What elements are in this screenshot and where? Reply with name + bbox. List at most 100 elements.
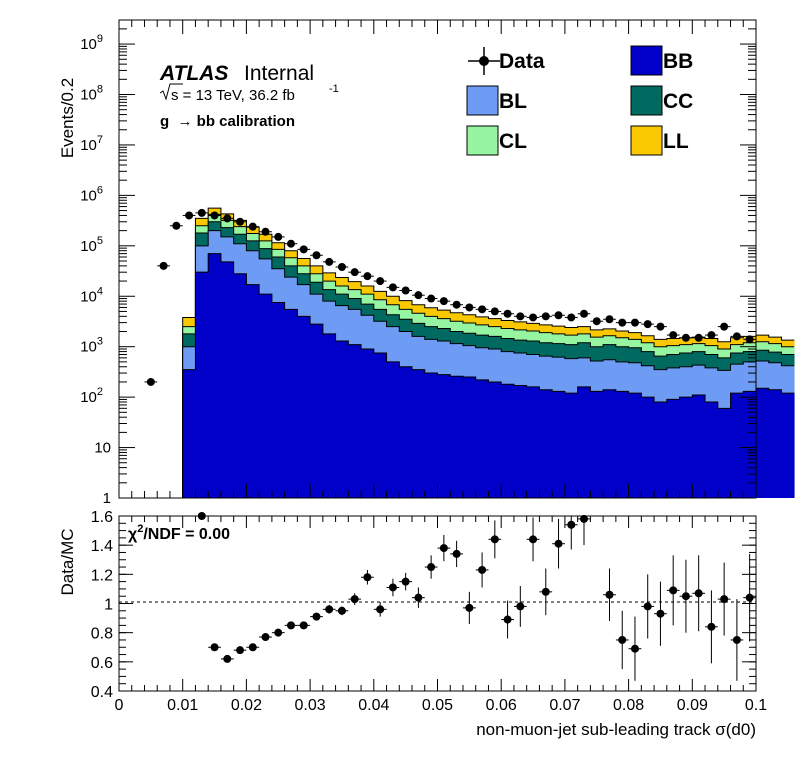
ratio-point bbox=[541, 587, 550, 596]
ratio-x-tick-label: 0.02 bbox=[231, 697, 262, 714]
data-point bbox=[541, 312, 550, 321]
data-point bbox=[592, 317, 601, 326]
main-plot-frame bbox=[118, 19, 757, 499]
data-point bbox=[312, 251, 321, 260]
stack-bar-bb bbox=[297, 316, 311, 498]
ratio-point bbox=[236, 646, 245, 655]
ratio-point bbox=[286, 621, 295, 630]
stack-bar-bb bbox=[373, 352, 387, 498]
data-point bbox=[325, 257, 334, 266]
x-axis-label: non-muon-jet sub-leading track σ(d0) bbox=[476, 720, 756, 739]
legend-swatch-cl bbox=[466, 125, 499, 156]
legend-label-bl: BL bbox=[499, 90, 527, 113]
ratio-point bbox=[745, 593, 754, 602]
stack-bar-bb bbox=[501, 384, 515, 498]
ratio-point bbox=[732, 635, 741, 644]
ratio-point bbox=[248, 643, 257, 652]
ratio-point bbox=[388, 583, 397, 592]
main-y-tick-label: 1 bbox=[103, 490, 111, 507]
main-y-tick-label: 103 bbox=[80, 336, 103, 356]
ratio-x-tick-label: 0.01 bbox=[167, 697, 198, 714]
ratio-point bbox=[490, 535, 499, 544]
main-data-series bbox=[144, 208, 756, 386]
main-y-axis-label: Events/0.2 bbox=[58, 78, 77, 158]
data-point bbox=[185, 211, 194, 220]
stack-bar-bb bbox=[424, 373, 438, 498]
ratio-point bbox=[223, 654, 232, 663]
ratio-x-tick-label: 0.06 bbox=[486, 697, 517, 714]
data-point bbox=[159, 261, 168, 270]
chi2-value: /NDF = 0.00 bbox=[143, 526, 230, 543]
data-point bbox=[414, 291, 423, 300]
ratio-point bbox=[427, 563, 436, 572]
stack-bar-bb bbox=[590, 391, 604, 498]
chi2-symbol: χ bbox=[128, 526, 138, 543]
data-point bbox=[720, 322, 729, 331]
legend-label-cl: CL bbox=[499, 130, 527, 153]
sqrt-symbol bbox=[159, 83, 183, 101]
ratio-x-tick-label: 0.09 bbox=[677, 697, 708, 714]
ratio-x-tick-label: 0.04 bbox=[358, 697, 389, 714]
ratio-point bbox=[694, 589, 703, 598]
stack-bar-bb bbox=[564, 393, 578, 498]
stack-bar-bb bbox=[361, 348, 375, 498]
ratio-point bbox=[516, 602, 525, 611]
data-point bbox=[529, 313, 538, 322]
data-point bbox=[630, 318, 639, 327]
legend-label-data: Data bbox=[499, 50, 545, 73]
stack-bar-bb bbox=[526, 386, 540, 498]
ratio-point bbox=[401, 577, 410, 586]
data-point bbox=[694, 333, 703, 342]
ratio-y-tick-label: 1.6 bbox=[91, 509, 113, 526]
main-y-tick-label: 107 bbox=[80, 134, 103, 154]
ratio-point bbox=[312, 612, 321, 621]
data-point bbox=[745, 335, 754, 344]
stack-bar-bb bbox=[692, 395, 706, 498]
stack-bar-bb bbox=[603, 389, 617, 498]
chi2-exponent: 2 bbox=[137, 523, 143, 535]
data-point bbox=[210, 211, 219, 220]
legend-label-bb: BB bbox=[663, 50, 693, 73]
ratio-point bbox=[630, 644, 639, 653]
ratio-point bbox=[274, 628, 283, 637]
data-point bbox=[261, 227, 270, 236]
stack-bar-bb bbox=[756, 388, 770, 498]
data-point bbox=[643, 320, 652, 329]
ratio-point bbox=[503, 615, 512, 624]
data-point bbox=[427, 294, 436, 303]
stack-bar-bb bbox=[208, 253, 222, 498]
ratio-x-tick-label: 0.08 bbox=[613, 697, 644, 714]
legend-label-ll: LL bbox=[663, 130, 689, 153]
energy-lumi-label: s = 13 TeV, 36.2 fb bbox=[171, 87, 295, 104]
main-y-tick-label: 10 bbox=[94, 440, 111, 457]
stack-bar-bb bbox=[348, 344, 362, 498]
data-point bbox=[681, 333, 690, 342]
ratio-point bbox=[261, 633, 270, 642]
main-y-tick-label: 105 bbox=[80, 235, 103, 255]
stack-bar-bb bbox=[335, 340, 349, 498]
stack-bar-bb bbox=[513, 385, 527, 498]
stack-bar-bb bbox=[220, 261, 234, 498]
stack-bar-bb bbox=[552, 391, 566, 498]
stack-bar-bb bbox=[654, 402, 668, 498]
stack-bar-bb bbox=[386, 361, 400, 498]
ratio-x-tick-label: 0.03 bbox=[295, 697, 326, 714]
main-stack-histogram bbox=[182, 207, 795, 499]
legend-swatch-cc bbox=[630, 85, 663, 116]
stack-bar-bb bbox=[271, 302, 285, 498]
ratio-y-tick-label: 1.2 bbox=[91, 567, 113, 584]
data-point bbox=[172, 221, 181, 230]
ratio-point bbox=[325, 605, 334, 614]
ratio-point bbox=[439, 544, 448, 553]
legend-label-cc: CC bbox=[663, 90, 693, 113]
stack-bar-bb bbox=[182, 369, 196, 498]
ratio-point bbox=[337, 606, 346, 615]
stack-bar-bb bbox=[462, 377, 477, 498]
stack-bar-bb bbox=[399, 366, 413, 498]
ratio-y-tick-label: 0.6 bbox=[91, 655, 113, 672]
ratio-axis-ticks: 0.4 0.6 0.8 1 1.2 1.4 1.6 0 0.01 0.02 0.03 0.04 0.05… bbox=[91, 509, 767, 714]
data-point bbox=[669, 331, 678, 340]
stack-bar-bb bbox=[768, 389, 782, 498]
ratio-point bbox=[414, 593, 423, 602]
